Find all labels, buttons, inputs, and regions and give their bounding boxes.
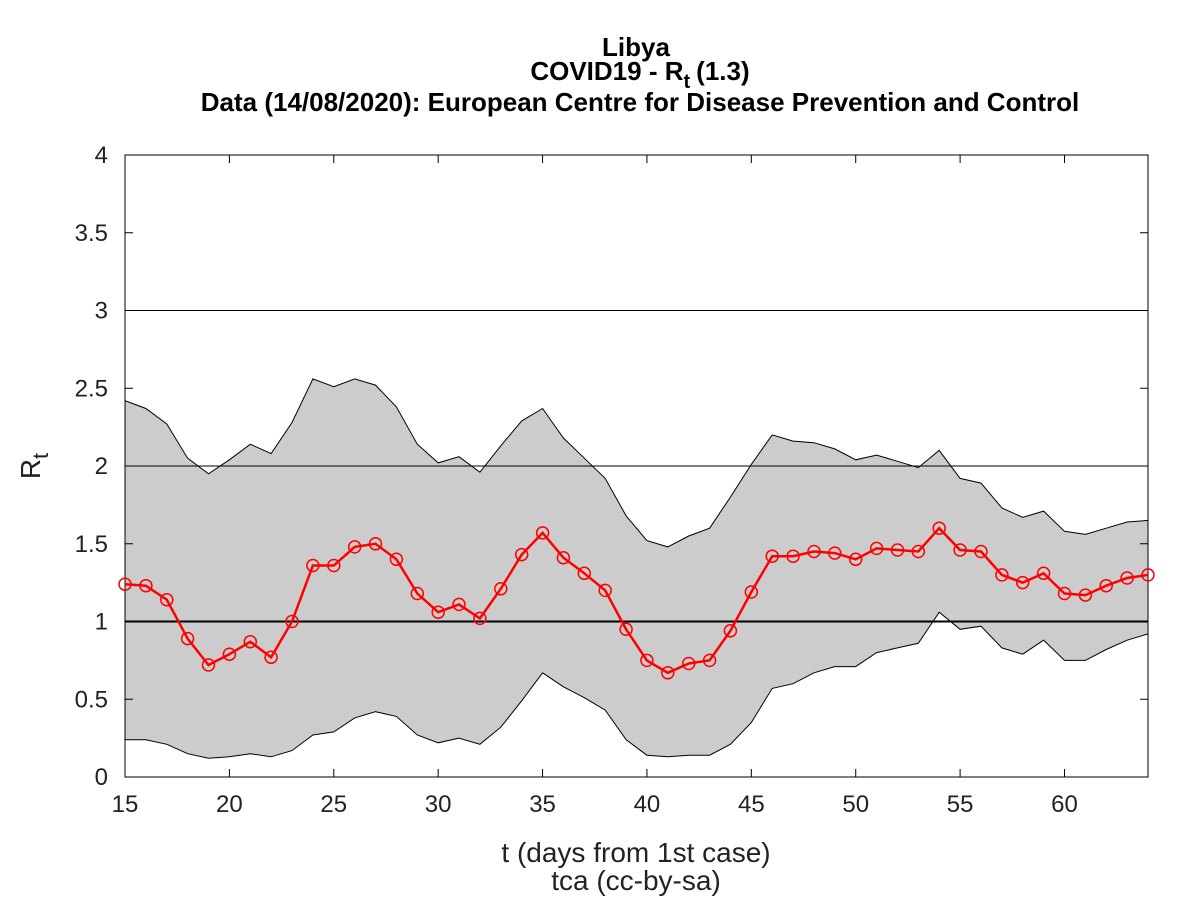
rt-point <box>139 578 153 593</box>
rt-point <box>306 558 320 573</box>
chart-title-country: Libya <box>602 32 670 62</box>
rt-point <box>890 543 905 557</box>
rt-point <box>201 658 216 672</box>
rt-point <box>118 577 132 591</box>
rt-point <box>1057 586 1072 601</box>
y-axis-label-main: R <box>15 459 46 479</box>
rt-point <box>640 653 654 668</box>
y-tick-label: 0 <box>95 764 108 791</box>
band-fill <box>125 378 1148 759</box>
rt-point <box>619 622 633 637</box>
chart-title-metric: COVID19 - Rt (1.3) <box>530 56 749 93</box>
x-tick-label: 40 <box>634 791 661 818</box>
rt-point <box>180 631 195 646</box>
rt-line <box>124 526 1149 675</box>
rt-point <box>786 549 800 563</box>
chart-title-metric-prefix: COVID19 - R <box>530 56 683 86</box>
rt-point <box>1141 568 1155 582</box>
y-axis-label: Rt <box>15 453 53 479</box>
rt-point <box>556 550 571 565</box>
rt-point <box>431 605 445 619</box>
rt-point <box>347 540 362 554</box>
y-tick-label: 2 <box>95 453 108 480</box>
y-tick-label: 1 <box>95 609 108 636</box>
rt-point <box>702 653 717 668</box>
chart-title-metric-version: (1.3) <box>696 56 749 86</box>
rt-point <box>1015 575 1030 590</box>
reference-lines <box>125 310 1148 623</box>
rt-point <box>160 592 174 607</box>
x-tick-label: 25 <box>320 791 347 818</box>
rt-point <box>389 552 404 567</box>
rt-point <box>222 647 237 661</box>
rt-point <box>723 624 738 638</box>
rt-point <box>494 582 508 596</box>
rt-point <box>807 544 821 559</box>
rt-point <box>243 634 258 649</box>
y-tick-label: 2.5 <box>75 375 108 402</box>
rt-point <box>765 549 779 563</box>
rt-point <box>995 568 1009 582</box>
band-upper-line <box>124 378 1149 548</box>
rt-point <box>681 656 696 671</box>
rt-point <box>368 537 383 551</box>
rt-series <box>118 521 1155 680</box>
chart-title-source: Data (14/08/2020): European Centre for D… <box>201 87 1079 117</box>
rt-point <box>452 597 466 612</box>
rt-point <box>974 544 988 559</box>
rt-point <box>264 650 278 665</box>
rt-point <box>911 544 926 559</box>
x-tick-label: 55 <box>947 791 974 818</box>
rt-point <box>1036 566 1051 581</box>
rt-point <box>661 666 675 680</box>
x-tick-label: 35 <box>529 791 556 818</box>
x-axis-label: t (days from 1st case) <box>501 837 770 868</box>
y-tick-label: 4 <box>95 142 108 169</box>
rt-point <box>1099 578 1113 593</box>
rt-point <box>953 543 967 557</box>
rt-point <box>473 611 487 626</box>
y-tick-label: 3 <box>95 298 108 325</box>
y-tick-label: 3.5 <box>75 220 108 247</box>
rt-point <box>577 566 592 581</box>
rt-point <box>869 541 884 556</box>
credit-label: tca (cc-by-sa) <box>551 865 721 896</box>
rt-point <box>285 614 299 629</box>
rt-point <box>828 546 842 560</box>
axis-ticks: 15 20 25 30 35 40 45 50 55 60 0 0.5 1 1.5 2 2.5 3 3.5 4 <box>75 142 1148 818</box>
y-tick-label: 0.5 <box>75 686 108 713</box>
rt-point <box>932 521 946 535</box>
rt-point <box>744 585 759 599</box>
band-lower-line <box>125 611 1149 759</box>
confidence-band <box>124 378 1149 759</box>
rt-point <box>327 558 341 573</box>
rt-point <box>535 526 550 540</box>
rt-point <box>1078 588 1093 602</box>
x-tick-label: 15 <box>112 791 139 818</box>
rt-point <box>410 586 425 601</box>
x-tick-label: 50 <box>842 791 869 818</box>
y-tick-label: 1.5 <box>75 531 108 558</box>
chart-title-metric-subscript: t <box>684 71 691 93</box>
x-tick-label: 60 <box>1051 791 1078 818</box>
x-tick-label: 20 <box>216 791 243 818</box>
rt-point <box>1120 571 1134 585</box>
x-tick-label: 30 <box>425 791 452 818</box>
rt-point <box>598 583 612 598</box>
rt-point <box>514 547 529 562</box>
y-axis-label-subscript: t <box>28 453 53 459</box>
x-tick-label: 45 <box>738 791 765 818</box>
rt-point <box>848 552 863 567</box>
